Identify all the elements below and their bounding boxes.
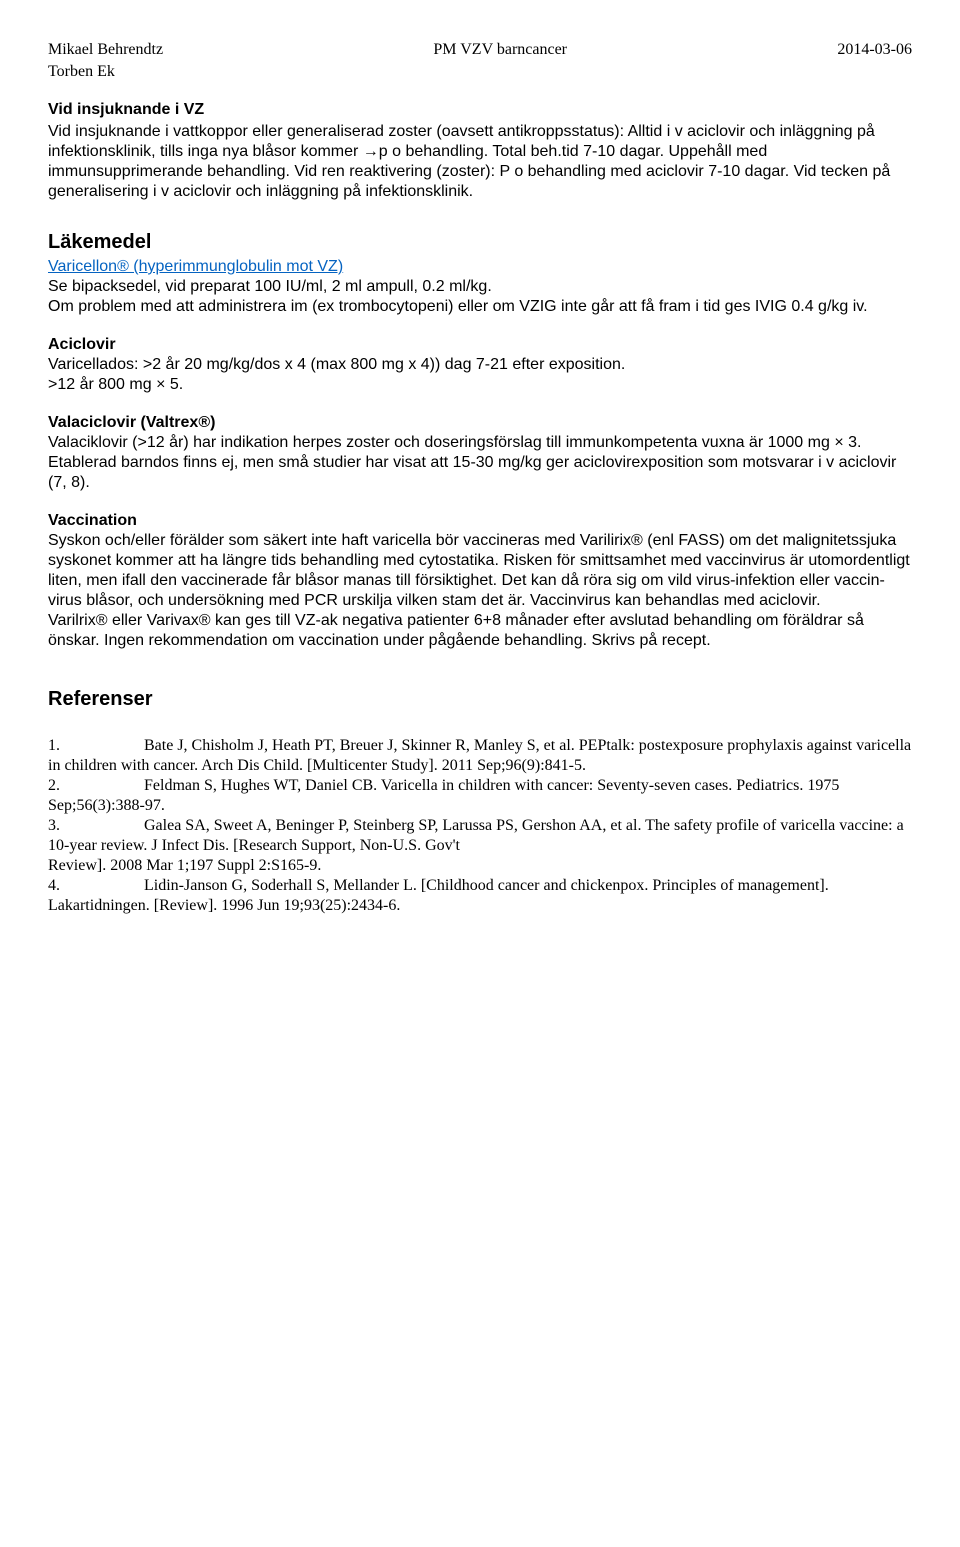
para-vaccination: Vaccination Syskon och/eller förälder so… bbox=[48, 511, 912, 651]
para-varicellon-line1: Se bipacksedel, vid preparat 100 IU/ml, … bbox=[48, 278, 492, 295]
doc-title: PM VZV barncancer bbox=[433, 40, 567, 60]
reference-number: 1. bbox=[48, 736, 144, 756]
heading-aciclovir: Aciclovir bbox=[48, 336, 116, 353]
para-vaccination-body1: Syskon och/eller förälder som säkert int… bbox=[48, 532, 910, 609]
heading-insjuknande: Vid insjuknande i VZ bbox=[48, 100, 912, 120]
para-varicellon: Varicellon® (hyperimmunglobulin mot VZ) … bbox=[48, 257, 912, 317]
para-valaciclovir-body: Valaciklovir (>12 år) har indikation her… bbox=[48, 434, 896, 491]
reference-text: Bate J, Chisholm J, Heath PT, Breuer J, … bbox=[48, 737, 911, 774]
references-list: 1.Bate J, Chisholm J, Heath PT, Breuer J… bbox=[48, 736, 912, 916]
reference-text: Review]. 2008 Mar 1;197 Suppl 2:S165-9. bbox=[48, 857, 321, 874]
reference-item: 2.Feldman S, Hughes WT, Daniel CB. Varic… bbox=[48, 776, 912, 816]
para-aciclovir-line2: >12 år 800 mg × 5. bbox=[48, 376, 183, 393]
heading-vaccination: Vaccination bbox=[48, 512, 137, 529]
doc-date: 2014-03-06 bbox=[837, 40, 912, 60]
reference-item: Review]. 2008 Mar 1;197 Suppl 2:S165-9. bbox=[48, 856, 912, 876]
doc-header-row: Mikael Behrendtz PM VZV barncancer 2014-… bbox=[48, 40, 912, 60]
para-aciclovir-line1: Varicellados: >2 år 20 mg/kg/dos x 4 (ma… bbox=[48, 356, 625, 373]
para-aciclovir: Aciclovir Varicellados: >2 år 20 mg/kg/d… bbox=[48, 335, 912, 395]
reference-item: 1.Bate J, Chisholm J, Heath PT, Breuer J… bbox=[48, 736, 912, 776]
reference-item: 3.Galea SA, Sweet A, Beninger P, Steinbe… bbox=[48, 816, 912, 856]
heading-lakemedel: Läkemedel bbox=[48, 230, 912, 255]
para-valaciclovir: Valaciclovir (Valtrex®) Valaciklovir (>1… bbox=[48, 413, 912, 493]
para-vaccination-body2: Varilrix® eller Varivax® kan ges till VZ… bbox=[48, 612, 864, 649]
para-varicellon-line2: Om problem med att administrera im (ex t… bbox=[48, 298, 868, 315]
reference-text: Feldman S, Hughes WT, Daniel CB. Varicel… bbox=[48, 777, 839, 814]
link-varicellon[interactable]: Varicellon® (hyperimmunglobulin mot VZ) bbox=[48, 258, 343, 275]
heading-valaciclovir: Valaciclovir (Valtrex®) bbox=[48, 414, 215, 431]
reference-text: Galea SA, Sweet A, Beninger P, Steinberg… bbox=[48, 817, 904, 854]
heading-referenser: Referenser bbox=[48, 687, 912, 712]
para-insjuknande: Vid insjuknande i vattkoppor eller gener… bbox=[48, 122, 912, 202]
reference-number: 4. bbox=[48, 876, 144, 896]
author-secondary: Torben Ek bbox=[48, 62, 912, 82]
reference-text: Lidin-Janson G, Soderhall S, Mellander L… bbox=[48, 877, 829, 914]
author-primary: Mikael Behrendtz bbox=[48, 40, 163, 60]
reference-number: 2. bbox=[48, 776, 144, 796]
reference-number: 3. bbox=[48, 816, 144, 836]
reference-item: 4.Lidin-Janson G, Soderhall S, Mellander… bbox=[48, 876, 912, 916]
